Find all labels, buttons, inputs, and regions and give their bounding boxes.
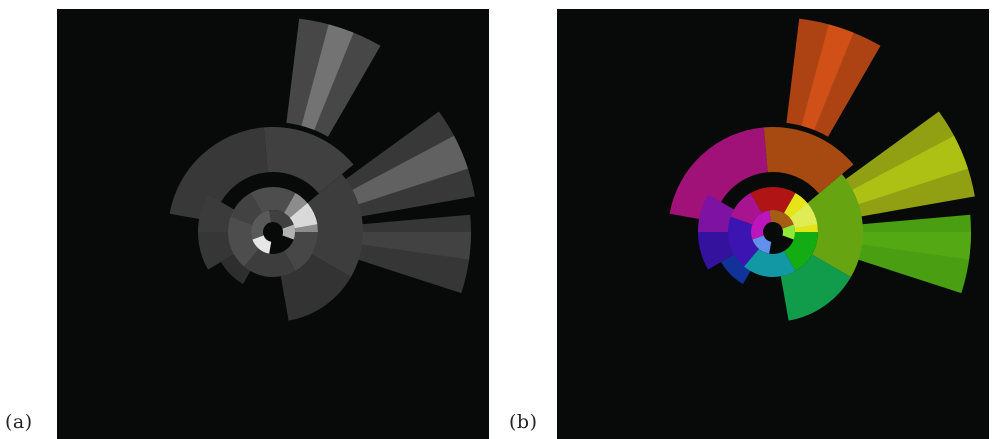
panel-a-caption: (a) <box>5 411 33 433</box>
panel-b-caption: (b) <box>509 411 538 433</box>
fan-wedge <box>789 203 818 229</box>
fan-wedge <box>282 224 295 240</box>
fan-wedge <box>843 135 968 208</box>
fan-wedge <box>251 210 272 240</box>
fan-wedge <box>763 127 854 194</box>
fan-wedge <box>784 232 818 271</box>
fan-wedge <box>750 187 796 213</box>
fan-wedge <box>669 127 768 222</box>
fan-wedge <box>857 232 971 260</box>
fan-wedge <box>357 232 471 260</box>
fan-wedge <box>744 248 796 277</box>
fan-wedge <box>250 187 296 213</box>
fan-wedge <box>263 127 354 194</box>
fan-wedge <box>228 216 259 267</box>
fan-wedge <box>230 193 262 225</box>
fan-wedge <box>244 248 296 277</box>
panel-b-color-fan <box>557 9 989 439</box>
fan-wedge <box>780 254 851 321</box>
fan-wedge <box>782 224 795 240</box>
color-radial-fan-chart <box>557 9 989 439</box>
fan-wedge <box>169 127 268 222</box>
fan-wedge <box>752 235 772 254</box>
panel-a-grayscale-fan <box>57 9 489 439</box>
fan-wedge <box>807 174 863 277</box>
fan-wedge <box>284 232 318 271</box>
fan-wedge <box>730 193 762 225</box>
fan-wedge <box>307 174 363 277</box>
fan-wedge <box>728 216 759 267</box>
fan-wedge <box>280 254 351 321</box>
fan-wedge <box>289 203 318 229</box>
fan-wedge <box>301 24 354 131</box>
grayscale-radial-fan-chart <box>57 9 489 439</box>
fan-wedge <box>801 24 854 131</box>
fan-wedge <box>269 210 294 229</box>
fan-wedge <box>252 235 272 254</box>
fan-wedge <box>343 135 468 208</box>
fan-wedge <box>769 210 794 229</box>
fan-wedge <box>751 210 772 240</box>
